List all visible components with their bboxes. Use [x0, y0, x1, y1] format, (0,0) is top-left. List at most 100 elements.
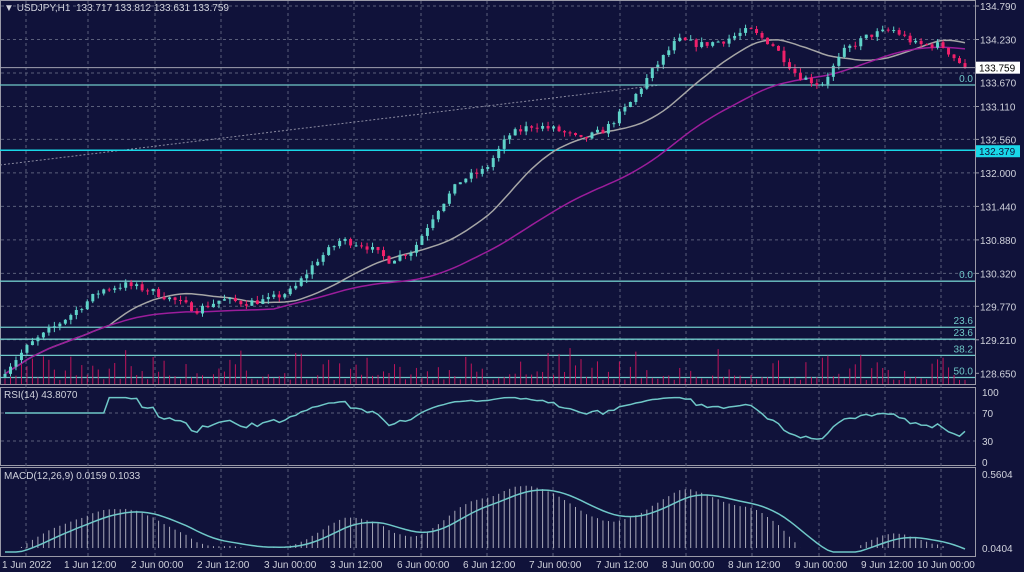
- candle-body: [382, 250, 386, 257]
- candle: [458, 182, 462, 185]
- candle-body: [332, 246, 336, 248]
- candle-body: [173, 297, 177, 300]
- candle-body: [623, 107, 627, 112]
- price-label: 132.000: [980, 169, 1017, 180]
- ma-slow-line: [4, 46, 966, 375]
- candle: [711, 41, 715, 48]
- candle-body: [809, 77, 813, 84]
- candle-body: [30, 341, 34, 346]
- candle: [316, 258, 320, 266]
- candle-body: [776, 45, 780, 51]
- candle-body: [338, 240, 342, 247]
- candle: [749, 27, 753, 30]
- candle-body: [14, 360, 18, 367]
- candle-body: [135, 284, 139, 287]
- macd-label: MACD(12,26,9): [4, 471, 74, 482]
- candle-body: [250, 300, 254, 306]
- candle: [146, 288, 150, 295]
- candle-body: [74, 309, 78, 316]
- candle: [733, 32, 737, 41]
- candle-body: [266, 297, 270, 300]
- candle-body: [96, 293, 100, 295]
- rsi-axis-label: 0: [982, 458, 988, 469]
- candle: [886, 27, 890, 33]
- candle: [382, 246, 386, 261]
- macd-signal-line: [5, 489, 966, 553]
- time-label: 6 Jun 12:00: [463, 560, 516, 571]
- fib-level-label: 23.6: [954, 316, 974, 327]
- candle-body: [398, 254, 402, 261]
- macd-main-value: 0.0159: [76, 471, 107, 482]
- candle-body: [870, 34, 874, 37]
- candle: [392, 260, 396, 264]
- candle-body: [552, 126, 556, 129]
- candle: [519, 124, 523, 135]
- candle-body: [584, 136, 588, 139]
- candle: [815, 79, 819, 89]
- candle: [831, 63, 835, 81]
- candle: [124, 279, 128, 291]
- rsi-axis-label: 30: [982, 437, 994, 448]
- candle: [793, 64, 797, 77]
- candle: [579, 134, 583, 138]
- price-label: 133.670: [980, 79, 1017, 90]
- candle: [617, 108, 621, 126]
- candle-body: [820, 84, 824, 86]
- rsi-header: RSI(14) 43.8070: [4, 390, 77, 401]
- horizontal-line-price: 132.379: [979, 147, 1016, 158]
- candle-body: [113, 288, 117, 290]
- time-label: 10 Jun 00:00: [917, 560, 975, 571]
- time-label: 1 Jun 2022: [2, 560, 52, 571]
- candle: [530, 125, 534, 132]
- candle-body: [365, 246, 369, 250]
- candle-body: [535, 127, 539, 129]
- candle: [787, 58, 791, 71]
- candle-body: [661, 55, 665, 65]
- candle: [755, 25, 759, 36]
- candle: [563, 130, 567, 137]
- candle-body: [354, 245, 358, 247]
- candle: [206, 301, 210, 309]
- candle: [91, 293, 95, 304]
- candle-body: [146, 290, 150, 292]
- candle-body: [563, 131, 567, 133]
- candle: [96, 290, 100, 299]
- candle-body: [897, 30, 901, 35]
- candle-body: [222, 299, 226, 301]
- candle: [936, 39, 940, 50]
- candle-body: [91, 293, 95, 302]
- candle: [908, 32, 912, 46]
- candle-body: [310, 265, 314, 275]
- candle: [464, 178, 468, 184]
- candle-body: [69, 315, 73, 320]
- candle: [480, 165, 484, 177]
- candle: [266, 292, 270, 304]
- candle-body: [519, 129, 523, 132]
- candle: [628, 101, 632, 108]
- candle: [892, 26, 896, 34]
- candle: [848, 44, 852, 53]
- time-label: 8 Jun 12:00: [728, 560, 781, 571]
- candle: [930, 42, 934, 51]
- candle-body: [272, 294, 276, 298]
- candle-body: [760, 33, 764, 38]
- candle: [3, 369, 7, 379]
- candle: [837, 53, 841, 70]
- candle: [842, 44, 846, 59]
- candle-body: [694, 39, 698, 47]
- rsi-line: [5, 396, 966, 440]
- candle-body: [766, 37, 770, 45]
- candle-body: [497, 148, 501, 159]
- candle-body: [727, 38, 731, 44]
- main-panel: [0, 0, 976, 385]
- dropdown-triangle-icon[interactable]: ▼: [4, 3, 14, 14]
- candle: [425, 224, 429, 241]
- candle-body: [606, 124, 610, 134]
- candle: [804, 75, 808, 80]
- candle-body: [546, 125, 550, 129]
- candle-body: [206, 305, 210, 308]
- candle: [239, 300, 243, 307]
- candle: [69, 313, 73, 325]
